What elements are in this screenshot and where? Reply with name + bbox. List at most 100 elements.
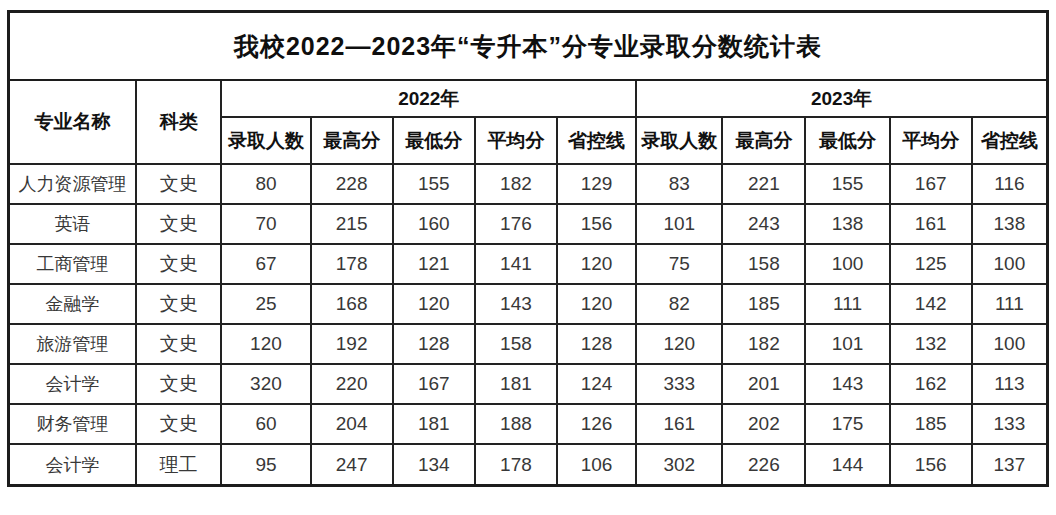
cell-2022-admitted: 95 <box>221 444 310 484</box>
cell-2022-max: 247 <box>311 444 393 484</box>
cell-2023-max: 185 <box>722 284 805 324</box>
cell-2023-max: 182 <box>722 324 805 364</box>
cell-2023-avg: 132 <box>890 324 972 364</box>
cell-2023-admitted: 302 <box>636 444 722 484</box>
cell-2023-min: 138 <box>805 204 889 244</box>
cell-2022-min: 120 <box>393 284 475 324</box>
cell-2023-avg: 162 <box>890 364 972 404</box>
cell-2023-min: 144 <box>805 444 889 484</box>
table-row: 人力资源管理文史8022815518212983221155167116 <box>10 164 1046 204</box>
cell-2023-cutoff: 100 <box>972 244 1046 284</box>
column-header-2022-max: 最高分 <box>311 117 393 164</box>
column-header-2023-min: 最低分 <box>805 117 889 164</box>
cell-2022-avg: 181 <box>475 364 557 404</box>
cell-2023-min: 101 <box>805 324 889 364</box>
cell-2022-cutoff: 129 <box>557 164 636 204</box>
cell-2022-cutoff: 120 <box>557 284 636 324</box>
cell-2022-max: 215 <box>311 204 393 244</box>
cell-2023-avg: 167 <box>890 164 972 204</box>
column-header-2022-min: 最低分 <box>393 117 475 164</box>
cell-category: 理工 <box>136 444 221 484</box>
table-header: 专业名称 科类 2022年 2023年 录取人数 最高分 最低分 平均分 省控线… <box>10 81 1046 164</box>
cell-2022-cutoff: 106 <box>557 444 636 484</box>
cell-2022-max: 220 <box>311 364 393 404</box>
cell-2022-max: 168 <box>311 284 393 324</box>
cell-2023-avg: 185 <box>890 404 972 444</box>
cell-category: 文史 <box>136 164 221 204</box>
cell-2022-cutoff: 120 <box>557 244 636 284</box>
cell-2023-admitted: 101 <box>636 204 722 244</box>
cell-2022-min: 167 <box>393 364 475 404</box>
cell-category: 文史 <box>136 404 221 444</box>
cell-major: 财务管理 <box>10 404 136 444</box>
cell-2022-min: 160 <box>393 204 475 244</box>
cell-2023-admitted: 161 <box>636 404 722 444</box>
column-header-2022-admitted: 录取人数 <box>221 117 310 164</box>
cell-2022-max: 204 <box>311 404 393 444</box>
cell-2022-admitted: 80 <box>221 164 310 204</box>
cell-2022-admitted: 60 <box>221 404 310 444</box>
cell-2022-avg: 178 <box>475 444 557 484</box>
cell-2023-max: 202 <box>722 404 805 444</box>
table-title: 我校2022—2023年“专升本”分专业录取分数统计表 <box>10 13 1046 81</box>
column-header-2023-avg: 平均分 <box>890 117 972 164</box>
cell-2022-avg: 176 <box>475 204 557 244</box>
cell-2023-max: 226 <box>722 444 805 484</box>
table-body: 人力资源管理文史8022815518212983221155167116英语文史… <box>10 164 1046 484</box>
cell-2023-cutoff: 133 <box>972 404 1046 444</box>
column-header-2022-avg: 平均分 <box>475 117 557 164</box>
cell-2023-cutoff: 116 <box>972 164 1046 204</box>
column-header-2022-cutoff: 省控线 <box>557 117 636 164</box>
cell-2022-min: 128 <box>393 324 475 364</box>
cell-2022-min: 181 <box>393 404 475 444</box>
table-row: 金融学文史2516812014312082185111142111 <box>10 284 1046 324</box>
cell-2023-admitted: 333 <box>636 364 722 404</box>
cell-2022-avg: 188 <box>475 404 557 444</box>
cell-2022-admitted: 25 <box>221 284 310 324</box>
table-row: 英语文史70215160176156101243138161138 <box>10 204 1046 244</box>
cell-2022-admitted: 120 <box>221 324 310 364</box>
column-header-major: 专业名称 <box>10 81 136 164</box>
cell-2022-cutoff: 156 <box>557 204 636 244</box>
admission-table-frame: 我校2022—2023年“专升本”分专业录取分数统计表 专业名称 科类 2022… <box>7 10 1049 487</box>
cell-category: 文史 <box>136 204 221 244</box>
cell-2023-avg: 142 <box>890 284 972 324</box>
table-row: 会计学文史320220167181124333201143162113 <box>10 364 1046 404</box>
cell-2023-cutoff: 113 <box>972 364 1046 404</box>
cell-2023-min: 143 <box>805 364 889 404</box>
cell-2022-max: 178 <box>311 244 393 284</box>
cell-2023-min: 155 <box>805 164 889 204</box>
cell-2023-admitted: 82 <box>636 284 722 324</box>
column-header-2023-max: 最高分 <box>722 117 805 164</box>
cell-2022-cutoff: 128 <box>557 324 636 364</box>
cell-2023-max: 158 <box>722 244 805 284</box>
cell-2022-avg: 141 <box>475 244 557 284</box>
cell-category: 文史 <box>136 364 221 404</box>
cell-2023-max: 221 <box>722 164 805 204</box>
cell-2022-max: 228 <box>311 164 393 204</box>
cell-2022-avg: 143 <box>475 284 557 324</box>
cell-2023-admitted: 120 <box>636 324 722 364</box>
cell-2023-max: 243 <box>722 204 805 244</box>
cell-2023-min: 111 <box>805 284 889 324</box>
cell-2022-avg: 158 <box>475 324 557 364</box>
cell-category: 文史 <box>136 284 221 324</box>
cell-category: 文史 <box>136 244 221 284</box>
cell-2022-admitted: 70 <box>221 204 310 244</box>
cell-2023-min: 100 <box>805 244 889 284</box>
cell-major: 英语 <box>10 204 136 244</box>
cell-major: 工商管理 <box>10 244 136 284</box>
column-header-2023-admitted: 录取人数 <box>636 117 722 164</box>
cell-2022-cutoff: 124 <box>557 364 636 404</box>
page: 我校2022—2023年“专升本”分专业录取分数统计表 专业名称 科类 2022… <box>0 0 1056 487</box>
cell-2022-min: 155 <box>393 164 475 204</box>
table-row: 财务管理文史60204181188126161202175185133 <box>10 404 1046 444</box>
cell-major: 旅游管理 <box>10 324 136 364</box>
cell-2022-min: 121 <box>393 244 475 284</box>
cell-2022-max: 192 <box>311 324 393 364</box>
column-header-2023-cutoff: 省控线 <box>972 117 1046 164</box>
year-group-2023: 2023年 <box>636 81 1046 117</box>
admission-score-table: 专业名称 科类 2022年 2023年 录取人数 最高分 最低分 平均分 省控线… <box>10 81 1046 484</box>
cell-2023-avg: 125 <box>890 244 972 284</box>
table-row: 会计学理工95247134178106302226144156137 <box>10 444 1046 484</box>
